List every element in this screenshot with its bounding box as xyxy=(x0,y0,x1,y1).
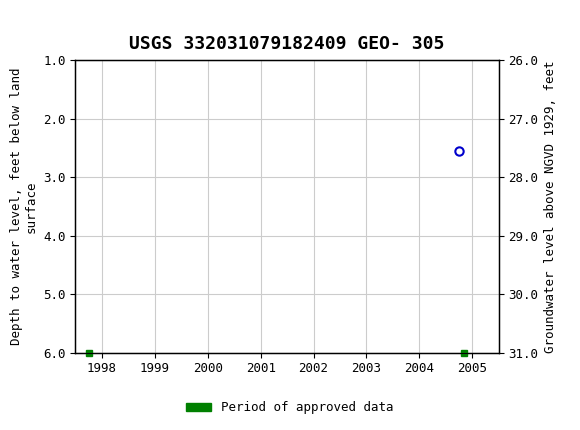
Y-axis label: Depth to water level, feet below land
surface: Depth to water level, feet below land su… xyxy=(10,68,38,345)
Legend: Period of approved data: Period of approved data xyxy=(181,396,399,419)
Text: ╳USGS: ╳USGS xyxy=(17,8,76,31)
Y-axis label: Groundwater level above NGVD 1929, feet: Groundwater level above NGVD 1929, feet xyxy=(544,60,557,353)
Title: USGS 332031079182409 GEO- 305: USGS 332031079182409 GEO- 305 xyxy=(129,35,445,53)
